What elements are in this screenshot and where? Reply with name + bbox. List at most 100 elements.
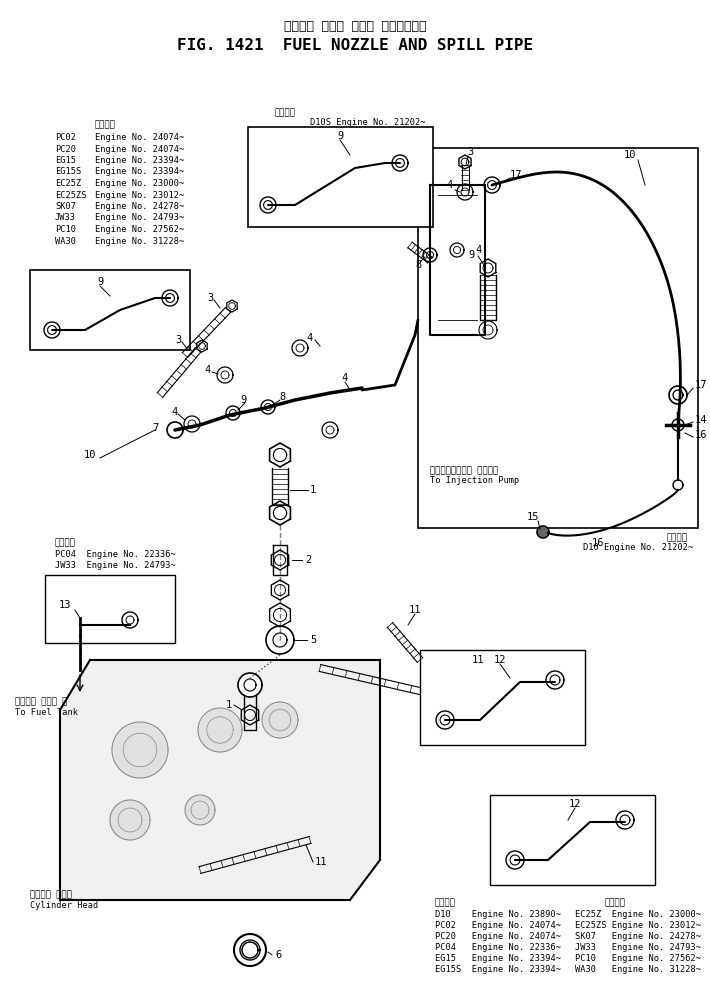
Text: Engine No. 24793~: Engine No. 24793~ [95, 214, 185, 223]
Text: 3: 3 [467, 147, 473, 157]
Polygon shape [260, 197, 276, 213]
Text: 7: 7 [152, 423, 158, 433]
Text: 適用号等: 適用号等 [94, 120, 116, 129]
Polygon shape [546, 671, 564, 689]
Text: EC25Z: EC25Z [55, 179, 81, 188]
Text: PC10   Engine No. 27562~: PC10 Engine No. 27562~ [575, 954, 701, 963]
Polygon shape [167, 422, 183, 438]
Text: D10 Engine No. 21202~: D10 Engine No. 21202~ [583, 543, 693, 552]
Text: JW33: JW33 [55, 214, 76, 223]
Polygon shape [226, 406, 240, 420]
Text: Engine No. 27562~: Engine No. 27562~ [95, 225, 185, 234]
Text: 10: 10 [624, 150, 636, 160]
Polygon shape [430, 185, 485, 335]
Polygon shape [423, 248, 437, 262]
Text: 4: 4 [447, 180, 453, 190]
Text: EC25Z  Engine No. 23000~: EC25Z Engine No. 23000~ [575, 910, 701, 919]
Text: 適用号等: 適用号等 [605, 898, 626, 907]
Text: Engine No. 23000~: Engine No. 23000~ [95, 179, 185, 188]
Text: WA30   Engine No. 31228~: WA30 Engine No. 31228~ [575, 965, 701, 974]
Text: PC04  Engine No. 22336~: PC04 Engine No. 22336~ [55, 550, 176, 559]
Text: EG15S  Engine No. 23394~: EG15S Engine No. 23394~ [435, 965, 561, 974]
Text: 15: 15 [527, 512, 540, 522]
Polygon shape [292, 340, 308, 356]
Text: 5: 5 [310, 635, 316, 645]
Text: PC04   Engine No. 22336~: PC04 Engine No. 22336~ [435, 943, 561, 952]
Polygon shape [266, 626, 294, 654]
Text: Engine No. 23394~: Engine No. 23394~ [95, 167, 185, 176]
Text: 11: 11 [315, 857, 327, 867]
Text: 4: 4 [475, 245, 481, 255]
Polygon shape [198, 708, 242, 752]
Text: Engine No. 31228~: Engine No. 31228~ [95, 236, 185, 245]
Polygon shape [162, 290, 178, 306]
Text: フェエル ノズル および スピルパイプ: フェエル ノズル および スピルパイプ [284, 20, 426, 33]
Polygon shape [457, 184, 473, 200]
Text: Cylinder Head: Cylinder Head [30, 901, 98, 910]
Polygon shape [669, 386, 687, 404]
Text: 3: 3 [207, 293, 213, 303]
Polygon shape [262, 702, 298, 738]
Text: 1: 1 [226, 700, 232, 710]
Text: フェエル タンク へ: フェエル タンク へ [15, 697, 67, 706]
Text: PC10: PC10 [55, 225, 76, 234]
Text: 16: 16 [591, 538, 604, 548]
Text: 17: 17 [695, 380, 707, 390]
Text: D10S Engine No. 21202~: D10S Engine No. 21202~ [310, 118, 425, 127]
Polygon shape [184, 416, 200, 432]
Text: 13: 13 [59, 600, 71, 610]
Text: 適用号等: 適用号等 [55, 538, 76, 547]
Polygon shape [217, 367, 233, 383]
Text: 4: 4 [172, 407, 178, 417]
Text: 12: 12 [569, 799, 581, 809]
Polygon shape [322, 422, 338, 438]
Polygon shape [443, 691, 457, 705]
Text: EG15   Engine No. 23394~: EG15 Engine No. 23394~ [435, 954, 561, 963]
Polygon shape [392, 155, 408, 171]
Text: WA30: WA30 [55, 236, 76, 245]
Polygon shape [185, 795, 215, 825]
Text: 9: 9 [240, 395, 246, 405]
Text: 3: 3 [175, 335, 181, 345]
Text: To Injection Pump: To Injection Pump [430, 476, 519, 485]
Text: Engine No. 23012~: Engine No. 23012~ [95, 191, 185, 200]
Text: 8: 8 [280, 392, 286, 402]
Polygon shape [122, 612, 138, 628]
Polygon shape [450, 243, 464, 257]
Text: PC20: PC20 [55, 144, 76, 153]
Bar [420, 650, 585, 745]
Bar [45, 575, 175, 643]
Text: Engine No. 24278~: Engine No. 24278~ [95, 202, 185, 211]
Text: D10    Engine No. 23890~: D10 Engine No. 23890~ [435, 910, 561, 919]
Polygon shape [60, 660, 380, 900]
Text: PC02: PC02 [55, 133, 76, 142]
Text: 4: 4 [205, 365, 211, 375]
Text: 1: 1 [310, 485, 316, 495]
Text: 17: 17 [510, 170, 523, 180]
Polygon shape [484, 177, 500, 193]
Polygon shape [672, 419, 684, 431]
Text: FIG. 1421  FUEL NOZZLE AND SPILL PIPE: FIG. 1421 FUEL NOZZLE AND SPILL PIPE [177, 38, 533, 53]
Polygon shape [506, 851, 524, 869]
Text: 11: 11 [472, 655, 484, 665]
Text: 4: 4 [307, 333, 313, 343]
Text: JW33  Engine No. 24793~: JW33 Engine No. 24793~ [55, 561, 176, 570]
Text: 9: 9 [97, 277, 103, 287]
Text: シリンダ ヘット: シリンダ ヘット [30, 890, 72, 899]
Bar [418, 148, 698, 528]
Text: To Fuel Tank: To Fuel Tank [15, 708, 78, 717]
Text: EG15S: EG15S [55, 167, 81, 176]
Text: 8: 8 [415, 260, 421, 270]
Polygon shape [479, 321, 497, 339]
Text: 16: 16 [695, 430, 707, 440]
Polygon shape [238, 673, 262, 697]
Text: Engine No. 23394~: Engine No. 23394~ [95, 156, 185, 165]
Polygon shape [234, 934, 266, 966]
Text: 12: 12 [493, 655, 506, 665]
Polygon shape [44, 322, 60, 338]
Text: 6: 6 [275, 950, 281, 960]
Polygon shape [537, 526, 549, 538]
Bar [248, 127, 433, 227]
Polygon shape [261, 400, 275, 414]
Text: インジェクション ポンプへ: インジェクション ポンプへ [430, 466, 498, 475]
